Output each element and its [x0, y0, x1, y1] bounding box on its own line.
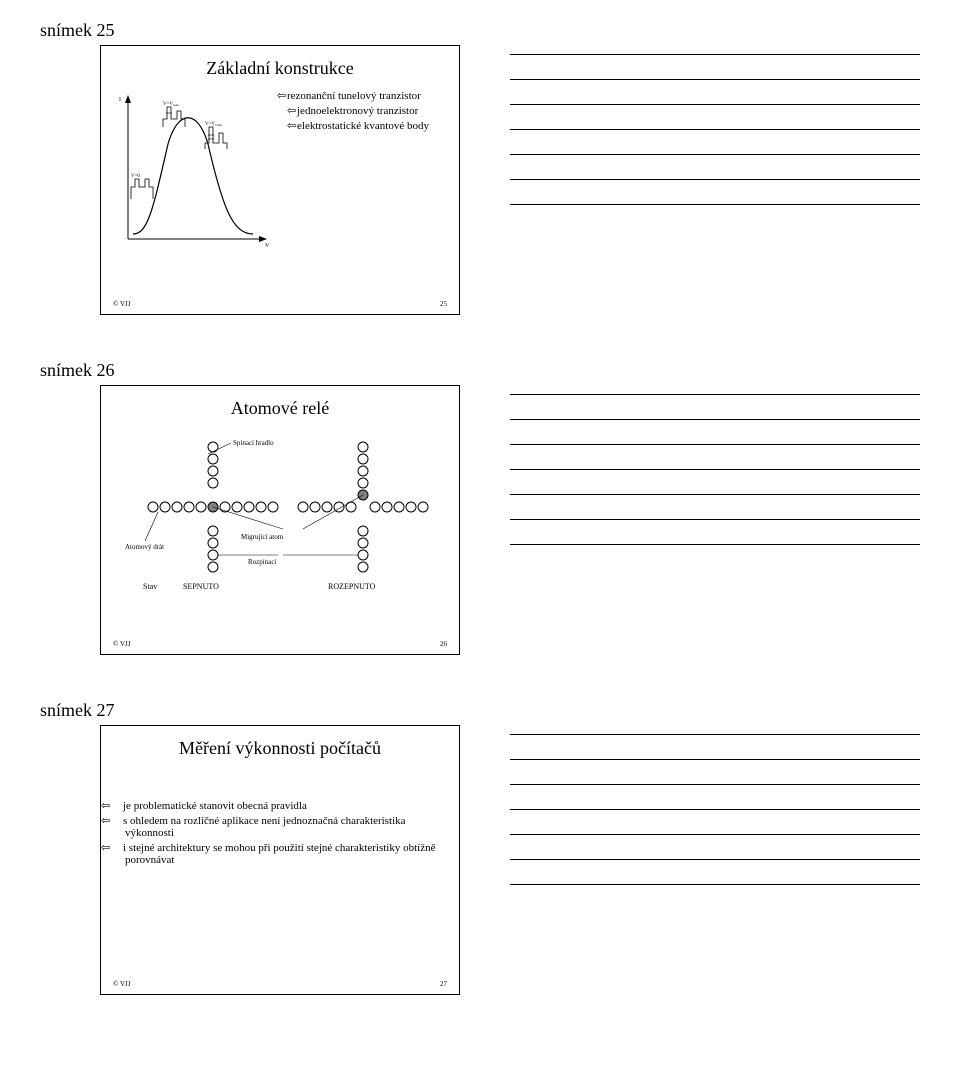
- note-line: [510, 860, 920, 885]
- note-line: [510, 155, 920, 180]
- note-line: [510, 835, 920, 860]
- label-wire: Atomový drát: [125, 543, 164, 551]
- slide-27-label: snímek 27: [40, 700, 470, 721]
- slide-25-footer: © VJJ 25: [113, 300, 447, 308]
- note-line: [510, 495, 920, 520]
- row-slide-25: snímek 25 Základní konstrukce V I: [40, 20, 920, 350]
- note-line: [510, 130, 920, 155]
- slide-26-col: snímek 26 Atomové relé: [40, 360, 470, 690]
- right-wire: [298, 502, 428, 512]
- slide-26-label: snímek 26: [40, 360, 470, 381]
- slide-25-box: Základní konstrukce V I: [100, 45, 460, 315]
- note-line: [510, 710, 920, 735]
- slide-27-bullet-3: i stejné architektury se mohou při použi…: [123, 842, 436, 866]
- note-line: [510, 420, 920, 445]
- note-line: [510, 180, 920, 205]
- slide-25-bullet-2: jednoelektronový tranzistor: [297, 105, 418, 117]
- label-trigger: Rozpínací: [248, 558, 276, 566]
- notes-26: [470, 360, 920, 690]
- bullet-arrow-icon: ⇦: [113, 799, 123, 812]
- left-trigger-chain: [208, 526, 218, 572]
- right-trigger-chain: [358, 526, 368, 572]
- note-line: [510, 80, 920, 105]
- slide-25-bullet-3: elektrostatické kvantové body: [297, 120, 429, 132]
- bullet-arrow-icon: ⇦: [113, 814, 123, 827]
- slide-27-bullet-2: s ohledem na rozličné aplikace není jedn…: [123, 815, 406, 839]
- note-line: [510, 395, 920, 420]
- plot-x-label: V: [265, 243, 270, 249]
- plot-top2-label: V=Vvalley: [205, 122, 223, 127]
- page: snímek 25 Základní konstrukce V I: [0, 0, 960, 1084]
- slide-25-label: snímek 25: [40, 20, 470, 41]
- slide-25-col: snímek 25 Základní konstrukce V I: [40, 20, 470, 350]
- slide-26-diagram: Spínací hradlo Atomový drát Migrující at…: [113, 429, 447, 619]
- label-state: Stav: [143, 582, 157, 591]
- slide-25-bullets: ⇦rezonanční tunelový tranzistor ⇦jednoel…: [273, 89, 429, 134]
- slide-26-title: Atomové relé: [113, 398, 447, 419]
- slide-27-title: Měření výkonnosti počítačů: [113, 738, 447, 759]
- slide-27-box: Měření výkonnosti počítačů ⇦je problemat…: [100, 725, 460, 995]
- note-line: [510, 735, 920, 760]
- plot-left-label: V=0: [131, 174, 140, 179]
- slide-25-bullet-1: rezonanční tunelový tranzistor: [287, 90, 421, 102]
- slide-27-footer: © VJJ 27: [113, 980, 447, 988]
- note-line: [510, 470, 920, 495]
- note-line: [510, 55, 920, 80]
- plot-top1-label: V=Vpeak: [163, 102, 179, 107]
- footer-right: 27: [440, 980, 447, 988]
- note-line: [510, 30, 920, 55]
- notes-25: [470, 20, 920, 350]
- note-line: [510, 370, 920, 395]
- notes-27: [470, 700, 920, 1030]
- slide-27-col: snímek 27 Měření výkonnosti počítačů ⇦je…: [40, 700, 470, 1030]
- note-line: [510, 785, 920, 810]
- footer-left: © VJJ: [113, 300, 130, 308]
- row-slide-27: snímek 27 Měření výkonnosti počítačů ⇦je…: [40, 700, 920, 1030]
- note-line: [510, 520, 920, 545]
- footer-right: 26: [440, 640, 447, 648]
- slide-27-bullets: ⇦je problematické stanovit obecná pravid…: [113, 799, 447, 866]
- slide-25-title: Základní konstrukce: [113, 58, 447, 79]
- label-gate: Spínací hradlo: [233, 439, 274, 447]
- footer-left: © VJJ: [113, 640, 130, 648]
- footer-left: © VJJ: [113, 980, 130, 988]
- note-line: [510, 810, 920, 835]
- left-gate-chain: [208, 442, 218, 488]
- bullet-arrow-icon: ⇦: [277, 89, 287, 102]
- plot-y-label: I: [119, 97, 121, 103]
- right-gate-chain: [358, 442, 368, 500]
- slide-26-footer: © VJJ 26: [113, 640, 447, 648]
- bullet-arrow-icon: ⇦: [287, 104, 297, 117]
- label-atom: Migrující atom: [241, 533, 284, 541]
- label-on: SEPNUTO: [183, 582, 219, 591]
- slide-25-plot: V I V=0 V=Vpeak: [113, 89, 273, 249]
- slide-27-bullet-1: je problematické stanovit obecná pravidl…: [123, 800, 307, 812]
- row-slide-26: snímek 26 Atomové relé: [40, 360, 920, 690]
- note-line: [510, 105, 920, 130]
- slide-26-box: Atomové relé: [100, 385, 460, 655]
- note-line: [510, 445, 920, 470]
- note-line: [510, 760, 920, 785]
- footer-right: 25: [440, 300, 447, 308]
- bullet-arrow-icon: ⇦: [287, 119, 297, 132]
- bullet-arrow-icon: ⇦: [113, 841, 123, 854]
- label-off: ROZEPNUTO: [328, 582, 376, 591]
